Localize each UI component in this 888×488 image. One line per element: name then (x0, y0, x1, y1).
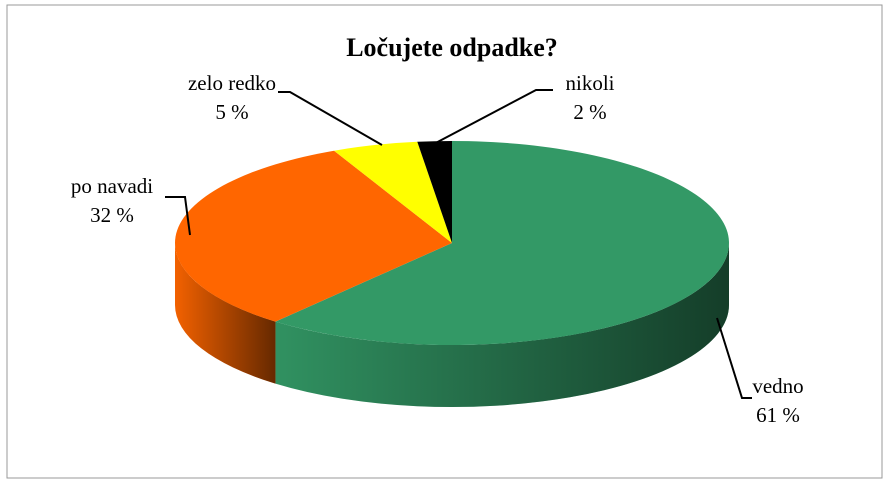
slice-value-label: 32 % (90, 203, 134, 227)
slice-label: nikoli (565, 71, 614, 95)
pie-slice (275, 141, 729, 345)
leader-line (429, 89, 553, 147)
slice-value-label: 61 % (756, 403, 800, 427)
pie-slice (334, 141, 452, 243)
slice-label: vedno (752, 374, 803, 398)
pie-slice (174, 150, 452, 322)
labels: vedno 61 % po navadi 32 % zelo redko 5 % nikol… (71, 71, 804, 427)
pie (174, 141, 729, 407)
side-shade (175, 243, 276, 384)
pie-slice (417, 141, 452, 243)
leader-line (165, 196, 191, 236)
slice-value-label: 5 % (215, 100, 248, 124)
leader-line (716, 317, 752, 399)
side-shade (275, 243, 729, 407)
leader-line (278, 91, 383, 146)
slice-value-label: 2 % (573, 100, 606, 124)
chart-title: Ločujete odpadke? (346, 33, 558, 62)
slice-label: zelo redko (188, 71, 276, 95)
slice-label: po navadi (71, 174, 153, 198)
